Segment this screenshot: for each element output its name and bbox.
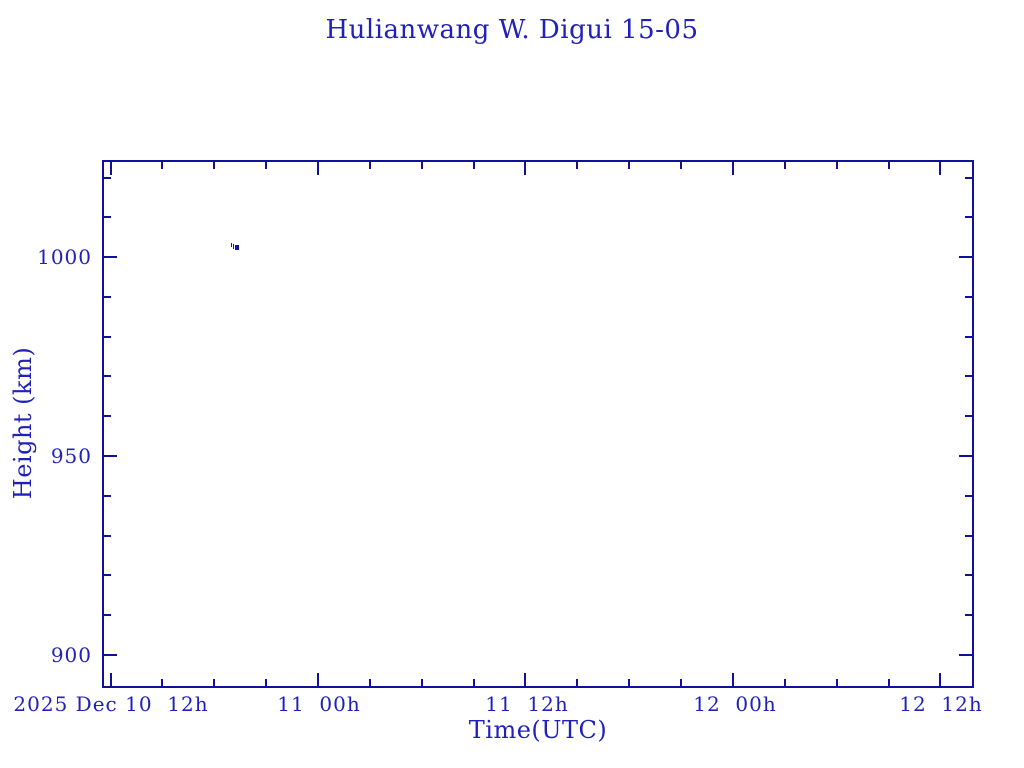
x-tick-mark	[784, 679, 786, 686]
y-tick-mark	[104, 415, 111, 417]
y-tick-mark	[965, 415, 972, 417]
y-tick-mark	[965, 574, 972, 576]
plot-area	[102, 160, 974, 688]
chart-title: Hulianwang W. Digui 15-05	[325, 15, 699, 45]
x-tick-mark	[161, 679, 163, 686]
x-tick-mark	[628, 162, 630, 169]
y-tick-mark	[959, 455, 972, 457]
x-tick-mark	[317, 673, 319, 686]
y-tick-mark	[104, 336, 111, 338]
x-tick-mark	[369, 162, 371, 169]
y-tick-mark	[965, 177, 972, 179]
x-tick-mark	[576, 679, 578, 686]
y-tick-mark	[104, 495, 111, 497]
y-tick-mark	[104, 256, 117, 258]
x-tick-label-dec10-12h: 2025 Dec 10 12h	[13, 692, 209, 716]
y-tick-mark	[959, 654, 972, 656]
x-tick-mark	[888, 679, 890, 686]
data-point-marker	[234, 245, 240, 250]
x-tick-mark	[213, 679, 215, 686]
x-tick-mark	[680, 162, 682, 169]
x-tick-mark	[576, 162, 578, 169]
x-tick-label-dec11-12h: 11 12h	[485, 692, 569, 716]
y-tick-mark	[104, 177, 111, 179]
x-tick-mark	[836, 679, 838, 686]
x-tick-mark	[732, 162, 734, 175]
y-tick-mark	[965, 336, 972, 338]
y-tick-mark	[104, 296, 111, 298]
y-axis-label: Height (km)	[9, 346, 37, 500]
x-tick-mark	[888, 162, 890, 169]
y-tick-mark	[965, 535, 972, 537]
x-tick-mark	[524, 673, 526, 686]
x-axis-label: Time(UTC)	[468, 716, 608, 744]
y-tick-mark	[104, 574, 111, 576]
x-tick-mark	[628, 679, 630, 686]
y-tick-mark	[965, 614, 972, 616]
y-tick-mark	[965, 495, 972, 497]
x-tick-mark	[939, 673, 941, 686]
x-tick-mark	[939, 162, 941, 175]
x-tick-mark	[369, 679, 371, 686]
x-tick-mark	[836, 162, 838, 169]
y-tick-mark	[104, 216, 111, 218]
x-tick-mark	[732, 673, 734, 686]
x-tick-mark	[524, 162, 526, 175]
x-tick-mark	[680, 679, 682, 686]
x-tick-mark	[110, 162, 112, 175]
x-tick-mark	[784, 162, 786, 169]
x-tick-label-dec11-00h: 11 00h	[277, 692, 361, 716]
y-tick-mark	[104, 375, 111, 377]
x-tick-mark	[473, 162, 475, 169]
y-tick-mark	[965, 296, 972, 298]
y-tick-mark	[104, 455, 117, 457]
y-tick-mark	[104, 614, 111, 616]
y-tick-label-1000: 1000	[37, 245, 92, 269]
x-tick-mark	[421, 162, 423, 169]
y-tick-mark	[965, 216, 972, 218]
y-tick-mark	[104, 654, 117, 656]
y-tick-mark	[965, 375, 972, 377]
x-tick-mark	[473, 679, 475, 686]
x-tick-mark	[317, 162, 319, 175]
y-tick-label-950: 950	[50, 444, 92, 468]
y-tick-mark	[104, 535, 111, 537]
x-tick-mark	[161, 162, 163, 169]
x-tick-mark	[265, 162, 267, 169]
x-tick-mark	[213, 162, 215, 169]
x-tick-mark	[110, 673, 112, 686]
x-tick-mark	[421, 679, 423, 686]
y-tick-label-900: 900	[50, 643, 92, 667]
x-tick-label-dec12-00h: 12 00h	[693, 692, 777, 716]
x-tick-label-dec12-12h: 12 12h	[899, 692, 983, 716]
x-tick-mark	[265, 679, 267, 686]
y-tick-mark	[959, 256, 972, 258]
